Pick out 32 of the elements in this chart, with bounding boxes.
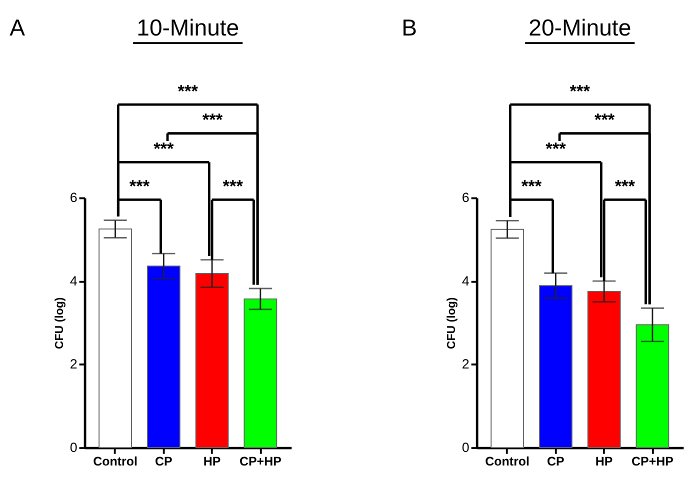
x-tick-label: CP [547, 454, 564, 468]
x-tick-label: Control [93, 454, 138, 468]
y-tick-label: 0 [70, 440, 78, 455]
x-tick-label: HP [203, 454, 221, 468]
text: B [402, 14, 418, 40]
annotation: *** [521, 176, 542, 196]
chart-title: 10-Minute [136, 14, 240, 40]
text: *** [570, 80, 590, 101]
chart-title: 20-Minute [528, 14, 632, 40]
annotation: *** [614, 176, 636, 196]
x-tick-label: CP+HP [631, 454, 674, 468]
y-tick-label: 0 [462, 440, 470, 455]
x-tick-label: CP [154, 454, 172, 468]
y-tick-label: 2 [462, 356, 470, 372]
x-tick-label: Control [485, 454, 530, 468]
annotation: *** [129, 176, 150, 196]
y-tick-label: 6 [70, 190, 78, 206]
text: *** [154, 138, 174, 159]
text: *** [594, 110, 615, 130]
annotation: *** [222, 176, 244, 196]
text: *** [546, 138, 566, 159]
y-axis-title: CFU (log) [446, 297, 458, 350]
text: *** [178, 80, 198, 101]
text: *** [202, 110, 223, 130]
y-tick-label: 4 [462, 273, 470, 288]
x-tick-label: CP+HP [239, 454, 282, 468]
x-tick-label: HP [595, 454, 613, 468]
y-tick-label: 2 [70, 356, 78, 372]
y-axis-title: CFU (log) [54, 297, 66, 350]
text: A [10, 14, 26, 40]
y-tick-label: 4 [70, 273, 78, 288]
y-tick-label: 6 [462, 190, 470, 206]
